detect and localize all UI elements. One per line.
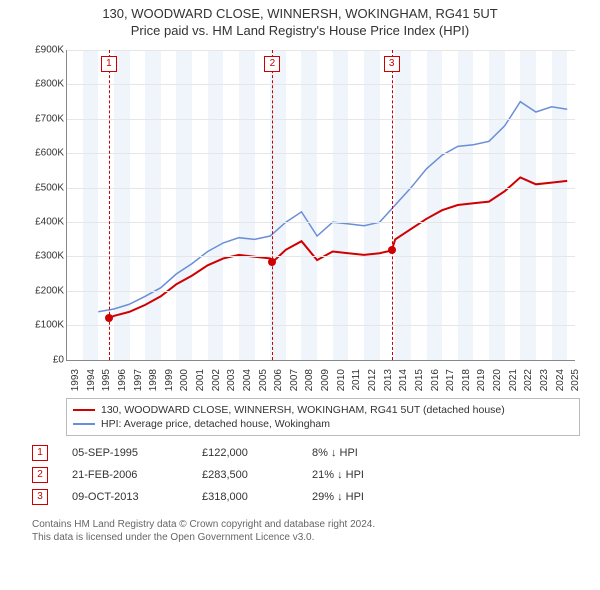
series-hpi — [98, 101, 567, 311]
sales-price: £318,000 — [202, 491, 312, 503]
y-tick-label: £900K — [24, 44, 64, 55]
sale-marker-box: 1 — [101, 56, 117, 72]
x-tick-label: 2001 — [195, 369, 206, 391]
x-tick-label: 2016 — [430, 369, 441, 391]
plot-area: 1 2 3 — [66, 50, 575, 361]
sales-num-box: 1 — [32, 445, 48, 461]
x-tick-label: 1994 — [86, 369, 97, 391]
x-tick-label: 2004 — [242, 369, 253, 391]
y-tick-label: £500K — [24, 182, 64, 193]
sales-table: 1 05-SEP-1995£122,0008% ↓ HPI 2 21-FEB-2006… — [32, 442, 580, 508]
x-tick-label: 2007 — [289, 369, 300, 391]
x-tick-label: 2012 — [367, 369, 378, 391]
gridline — [67, 222, 575, 223]
y-tick-label: £0 — [24, 354, 64, 365]
sales-date: 05-SEP-1995 — [72, 447, 202, 459]
gridline — [67, 256, 575, 257]
x-tick-label: 2019 — [476, 369, 487, 391]
legend-swatch — [73, 423, 95, 425]
x-tick-label: 2025 — [570, 369, 581, 391]
sales-date: 21-FEB-2006 — [72, 469, 202, 481]
gridline — [67, 50, 575, 51]
x-tick-label: 2011 — [351, 369, 362, 391]
chart-title-block: 130, WOODWARD CLOSE, WINNERSH, WOKINGHAM… — [0, 0, 600, 42]
x-tick-label: 2020 — [492, 369, 503, 391]
footer-attribution: Contains HM Land Registry data © Crown c… — [32, 518, 580, 544]
sales-price: £122,000 — [202, 447, 312, 459]
chart-svg — [67, 50, 575, 360]
sales-diff: 8% ↓ HPI — [312, 447, 432, 459]
x-tick-label: 2000 — [179, 369, 190, 391]
x-tick-label: 2002 — [211, 369, 222, 391]
sales-row: 1 05-SEP-1995£122,0008% ↓ HPI — [32, 442, 580, 464]
series-property — [109, 177, 567, 318]
x-tick-label: 1993 — [70, 369, 81, 391]
x-tick-label: 1995 — [101, 369, 112, 391]
gridline — [67, 119, 575, 120]
x-tick-label: 1996 — [117, 369, 128, 391]
sales-price: £283,500 — [202, 469, 312, 481]
sales-num-box: 3 — [32, 489, 48, 505]
x-tick-label: 2015 — [414, 369, 425, 391]
sale-marker-box: 2 — [264, 56, 280, 72]
sale-marker-line — [272, 50, 273, 360]
x-tick-label: 2024 — [555, 369, 566, 391]
x-tick-label: 2010 — [336, 369, 347, 391]
x-tick-label: 1999 — [164, 369, 175, 391]
title-line-2: Price paid vs. HM Land Registry's House … — [0, 23, 600, 40]
y-tick-label: £800K — [24, 79, 64, 90]
sale-marker-box: 3 — [384, 56, 400, 72]
x-tick-label: 1998 — [148, 369, 159, 391]
legend-item: HPI: Average price, detached house, Woki… — [73, 417, 573, 431]
y-tick-label: £300K — [24, 251, 64, 262]
y-tick-label: £200K — [24, 285, 64, 296]
x-tick-label: 2014 — [398, 369, 409, 391]
legend-label: 130, WOODWARD CLOSE, WINNERSH, WOKINGHAM… — [101, 404, 505, 416]
sales-diff: 21% ↓ HPI — [312, 469, 432, 481]
gridline — [67, 153, 575, 154]
sales-num-box: 2 — [32, 467, 48, 483]
x-tick-label: 2013 — [383, 369, 394, 391]
x-tick-label: 2022 — [523, 369, 534, 391]
sales-row: 2 21-FEB-2006£283,50021% ↓ HPI — [32, 464, 580, 486]
x-tick-label: 2018 — [461, 369, 472, 391]
y-tick-label: £400K — [24, 217, 64, 228]
sale-marker-dot — [268, 258, 276, 266]
sales-date: 09-OCT-2013 — [72, 491, 202, 503]
x-tick-label: 1997 — [133, 369, 144, 391]
gridline — [67, 325, 575, 326]
sales-row: 3 09-OCT-2013£318,00029% ↓ HPI — [32, 486, 580, 508]
y-tick-label: £600K — [24, 148, 64, 159]
sale-marker-dot — [105, 314, 113, 322]
x-tick-label: 2003 — [226, 369, 237, 391]
y-tick-label: £700K — [24, 113, 64, 124]
legend-box: 130, WOODWARD CLOSE, WINNERSH, WOKINGHAM… — [66, 398, 580, 436]
title-line-1: 130, WOODWARD CLOSE, WINNERSH, WOKINGHAM… — [0, 6, 600, 23]
legend-swatch — [73, 409, 95, 411]
footer-line-1: Contains HM Land Registry data © Crown c… — [32, 518, 580, 531]
footer-line-2: This data is licensed under the Open Gov… — [32, 531, 580, 544]
chart-container: 1 2 3 £0 £100K £200K £300K £400K £500K £600K £700… — [20, 46, 580, 396]
x-tick-label: 2009 — [320, 369, 331, 391]
sale-marker-dot — [388, 246, 396, 254]
x-tick-label: 2008 — [304, 369, 315, 391]
x-tick-label: 2005 — [258, 369, 269, 391]
x-tick-label: 2023 — [539, 369, 550, 391]
x-tick-label: 2017 — [445, 369, 456, 391]
x-tick-label: 2006 — [273, 369, 284, 391]
gridline — [67, 188, 575, 189]
x-tick-label: 2021 — [508, 369, 519, 391]
gridline — [67, 291, 575, 292]
legend-label: HPI: Average price, detached house, Woki… — [101, 418, 330, 430]
legend-item: 130, WOODWARD CLOSE, WINNERSH, WOKINGHAM… — [73, 403, 573, 417]
y-tick-label: £100K — [24, 320, 64, 331]
sale-marker-line — [392, 50, 393, 360]
gridline — [67, 84, 575, 85]
sales-diff: 29% ↓ HPI — [312, 491, 432, 503]
